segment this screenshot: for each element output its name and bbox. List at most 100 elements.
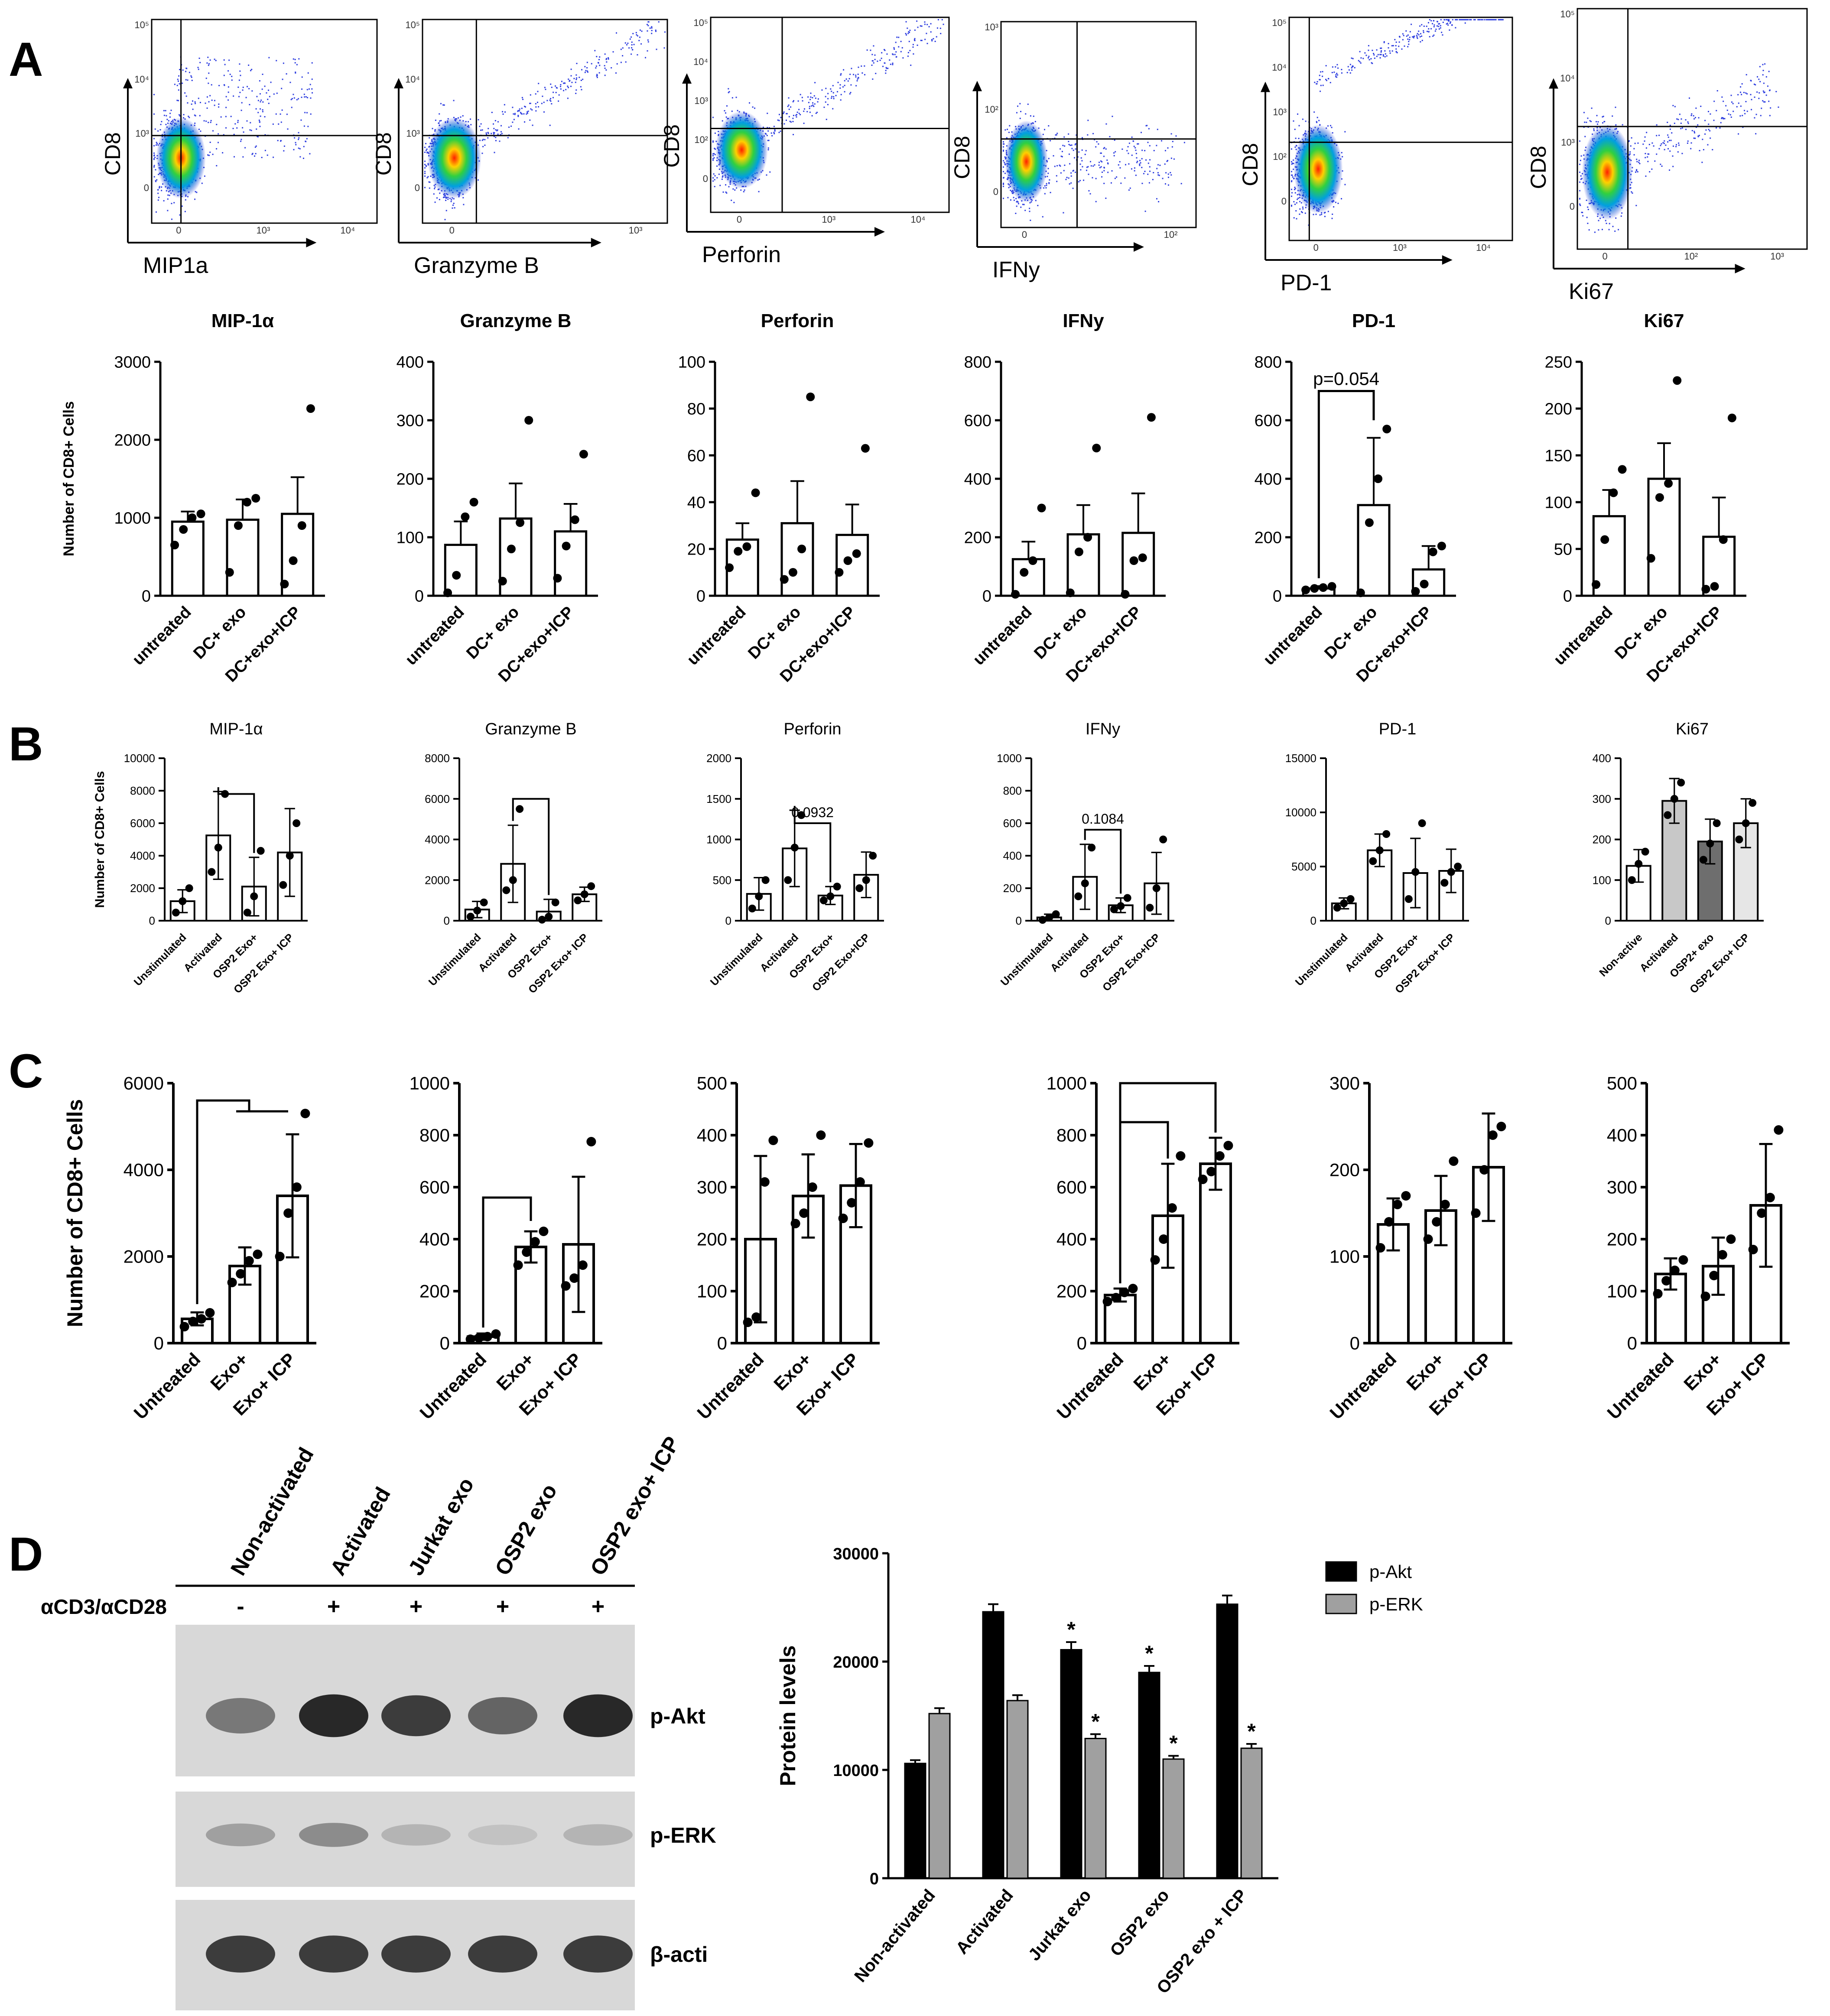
flow-event-dot: [157, 130, 159, 132]
flow-y-tick-label: 10³: [694, 95, 708, 106]
flow-event-dot: [282, 78, 283, 80]
flow-event-dot: [1301, 211, 1303, 213]
flow-event-dot: [173, 202, 175, 204]
flow-event-dot: [767, 113, 768, 114]
flow-event-dot: [1105, 198, 1107, 199]
flow-event-dot: [1060, 165, 1061, 167]
flow-event-dot: [1049, 179, 1050, 181]
flow-event-dot: [530, 103, 531, 104]
flow-event-dot: [596, 56, 598, 58]
flow-event-dot: [908, 41, 910, 42]
flow-event-dot: [1033, 115, 1034, 117]
flow-y-tick-label: 10⁴: [134, 74, 149, 84]
flow-event-dot: [1134, 170, 1135, 172]
flow-event-dot: [237, 121, 239, 123]
flow-event-dot: [625, 61, 627, 63]
flow-event-dot: [892, 54, 894, 55]
flow-event-dot: [872, 78, 874, 80]
flow-event-dot: [1029, 211, 1030, 212]
flow-x-axis-label: Granzyme B: [414, 253, 539, 278]
flow-event-dot: [304, 96, 306, 98]
flow-event-dot: [482, 139, 484, 140]
flow-event-dot: [598, 72, 600, 74]
flow-event-dot: [1068, 141, 1069, 143]
flow-event-dot: [1080, 169, 1082, 171]
flow-event-dot: [445, 210, 447, 211]
flow-event-dot: [561, 81, 562, 82]
flow-event-dot: [1007, 197, 1009, 198]
flow-event-dot: [895, 51, 897, 53]
flow-event-dot: [836, 91, 838, 93]
flow-event-dot: [716, 177, 718, 179]
flow-event-dot: [771, 135, 773, 136]
flow-event-dot: [541, 103, 543, 104]
flow-event-dot: [832, 92, 834, 94]
flow-event-dot: [786, 113, 788, 114]
flow-event-dot: [1302, 118, 1303, 120]
flow-event-dot: [1010, 199, 1011, 201]
flow-event-dot: [425, 165, 427, 166]
flow-event-dot: [272, 123, 274, 125]
flow-event-dot: [825, 96, 826, 97]
flow-event-dot: [833, 96, 835, 97]
flow-event-dot: [793, 115, 794, 117]
flow-event-dot: [1078, 151, 1080, 153]
flow-event-dot: [766, 135, 768, 136]
flow-event-dot: [1079, 163, 1081, 165]
flow-event-dot: [259, 80, 260, 82]
flow-event-dot: [802, 100, 803, 102]
flow-event-dot: [209, 59, 211, 61]
flow-event-dot: [1064, 164, 1066, 166]
flow-event-dot: [424, 172, 426, 174]
flow-event-dot: [248, 65, 250, 66]
flow-event-dot: [714, 154, 716, 156]
flow-event-dot: [280, 113, 281, 115]
flow-event-dot: [211, 84, 212, 86]
flow-event-dot: [622, 47, 624, 49]
flow-event-dot: [839, 87, 841, 89]
flow-x-arrowhead: [1134, 242, 1144, 252]
flow-event-dot: [907, 55, 909, 57]
flow-event-dot: [1104, 147, 1105, 149]
flow-event-dot: [428, 181, 430, 183]
flow-event-dot: [1173, 158, 1175, 160]
flow-event-dot: [785, 120, 787, 121]
flow-event-dot: [154, 156, 156, 158]
flow-event-dot: [564, 82, 566, 84]
flow-event-dot: [581, 89, 582, 91]
flow-event-dot: [1145, 159, 1147, 161]
flow-event-dot: [823, 107, 825, 108]
flow-event-dot: [1037, 205, 1039, 206]
flow-event-dot: [582, 78, 584, 80]
flow-event-dot: [1056, 134, 1057, 136]
flow-event-dot: [638, 40, 640, 42]
flow-event-dot: [1294, 186, 1296, 188]
flow-x-tick-label: 10³: [629, 225, 643, 236]
flow-event-dot: [494, 132, 495, 134]
flow-event-dot: [444, 219, 446, 221]
flow-event-dot: [1071, 144, 1073, 146]
flow-event-dot: [484, 139, 486, 140]
flow-event-dot: [847, 80, 849, 82]
flow-event-dot: [426, 177, 428, 179]
flow-event-dot: [296, 64, 298, 65]
flow-event-dot: [733, 201, 735, 203]
flow-event-dot: [612, 51, 614, 53]
flow-event-dot: [718, 130, 719, 132]
flow-event-dot: [310, 113, 312, 115]
flow-event-dot: [817, 101, 819, 103]
flow-event-dot: [497, 121, 499, 123]
flow-event-dot: [740, 189, 742, 191]
flow-event-dot: [155, 211, 157, 213]
flow-event-dot: [1103, 167, 1105, 169]
flow-event-dot: [295, 71, 296, 73]
flow-y-tick-label: 10⁴: [405, 74, 420, 84]
flow-event-dot: [526, 113, 527, 115]
flow-event-dot: [153, 138, 155, 140]
flow-event-dot: [1068, 177, 1069, 179]
flow-event-dot: [881, 58, 882, 59]
flow-event-dot: [1003, 183, 1004, 185]
flow-event-dot: [500, 131, 502, 133]
flow-event-dot: [1095, 201, 1097, 202]
flow-density-hotspot: [1005, 120, 1048, 203]
